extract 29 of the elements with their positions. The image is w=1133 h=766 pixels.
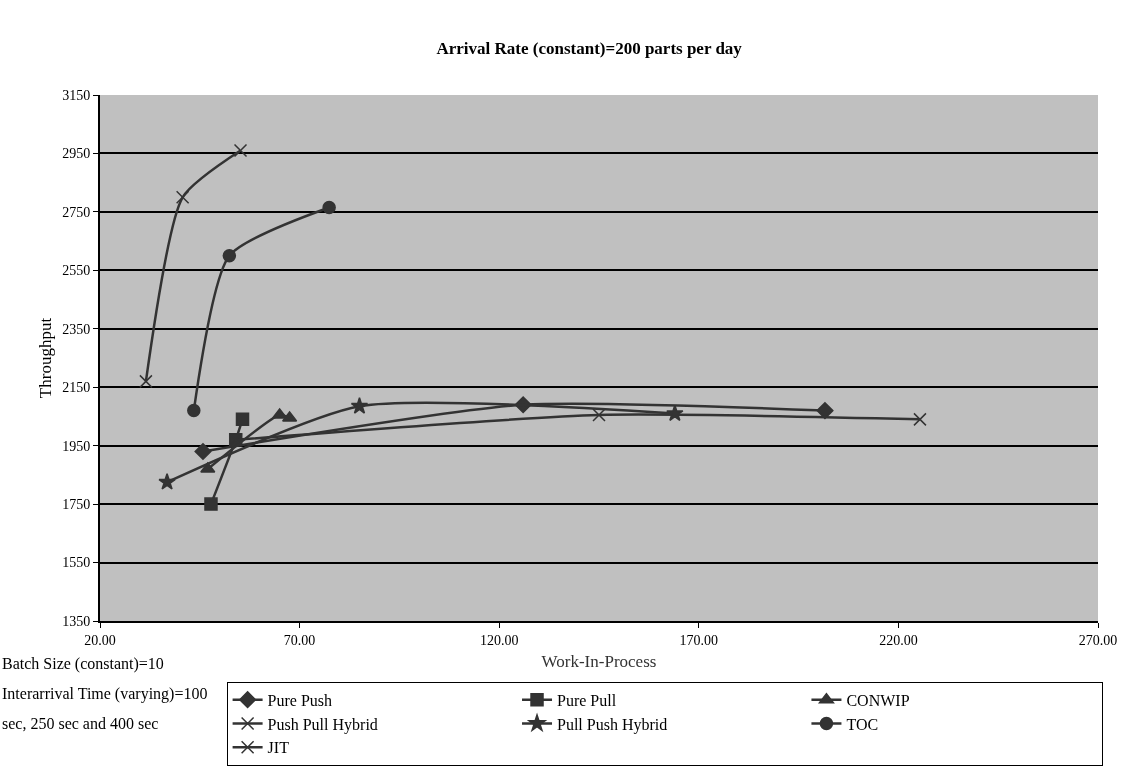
y-tick-label: 1950 [62,438,91,454]
y-tick-label: 2750 [62,204,91,220]
legend-label: TOC [846,715,879,733]
y-tick-label: 2350 [62,321,91,337]
y-tick-label: 3150 [62,87,91,103]
text: Batch Size (constant)=10 [2,655,164,673]
chart-title: Arrival Rate (constant)=200 parts per day [436,39,743,59]
legend-label: Pull Push Hybrid [557,715,668,734]
legend-label: Push Pull Hybrid [267,715,378,734]
text: sec, 250 sec and 400 sec [2,715,159,732]
y-tick-label: 2550 [62,263,91,279]
y-tick-label: 1350 [62,613,91,629]
y-axis-title: Throughput [36,317,56,399]
y-tick-label: 1750 [62,497,91,513]
legend-label: CONWIP [846,691,910,709]
x-tick-label: 220.00 [879,632,918,648]
y-tick-label: 2150 [62,380,91,396]
legend-label: Pure Pull [557,691,617,709]
x-tick-label: 270.00 [1078,632,1118,648]
text: Interarrival Time (varying)=100 [2,685,208,703]
x-tick-label: 20.00 [84,632,116,648]
legend-label: Pure Push [267,691,333,709]
x-axis-title: Work-In-Process [541,651,657,671]
y-tick-label: 1550 [62,555,91,571]
x-tick-label: 70.00 [283,632,316,648]
x-tick-label: 170.00 [679,632,719,648]
legend-label: JIT [267,739,290,757]
x-tick-label: 120.00 [479,632,519,648]
y-tick-label: 2950 [62,146,91,162]
